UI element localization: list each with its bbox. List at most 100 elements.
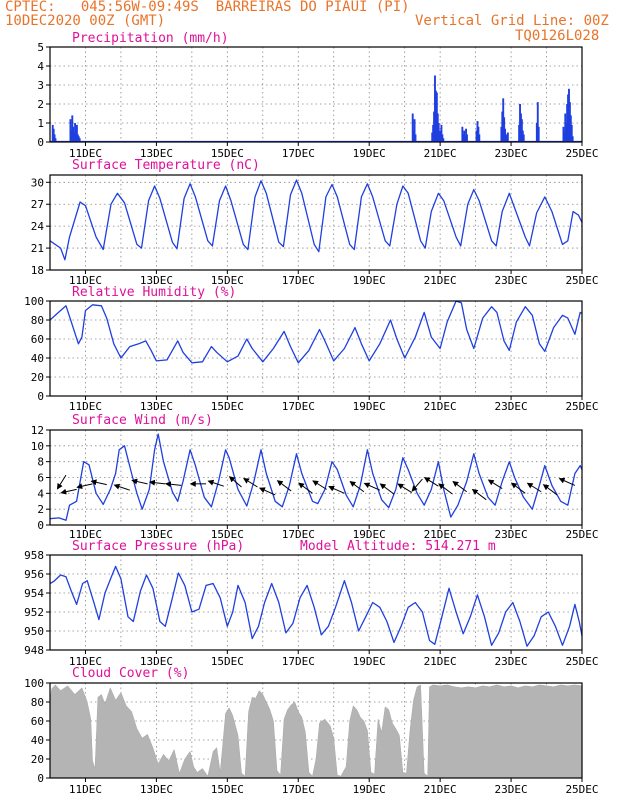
y-tick-label: 20 — [31, 371, 44, 384]
y-tick-label: 6 — [37, 472, 44, 485]
wind-vector — [471, 488, 487, 501]
x-tick-label: 19DEC — [353, 400, 386, 413]
wind-vector — [526, 482, 542, 493]
wind-vector — [148, 479, 166, 486]
x-tick-label: 23DEC — [495, 274, 528, 287]
y-tick-label: 80 — [31, 314, 44, 327]
x-tick-label: 19DEC — [353, 655, 386, 668]
x-tick-label: 17DEC — [282, 274, 315, 287]
precip-bar — [478, 134, 481, 142]
precip-panel: 0 1 2 3 4 5 11DEC 13DEC 15DEC 17DEC 19DEC 21DEC 23DE… — [37, 31, 598, 160]
header-grid-note: Vertical Grid Line: 00Z — [415, 13, 609, 29]
y-tick-label: 18 — [31, 264, 44, 277]
x-tick-label: 13DEC — [140, 147, 173, 160]
cloud-title: Cloud Cover (%) — [72, 666, 189, 681]
x-tick-label: 21DEC — [424, 400, 457, 413]
y-tick-label: 30 — [31, 176, 44, 189]
precip-bar — [522, 134, 525, 142]
x-tick-label: 23DEC — [495, 783, 528, 796]
y-tick-label: 0 — [37, 772, 44, 785]
y-tick-label: 1 — [37, 117, 44, 130]
panel-frame — [49, 300, 583, 397]
rh-title: Relative Humidity (%) — [72, 285, 236, 300]
y-tick-label: 60 — [31, 333, 44, 346]
x-tick-label: 25DEC — [565, 783, 598, 796]
wind-title: Surface Wind (m/s) — [72, 413, 213, 428]
y-tick-label: 80 — [31, 696, 44, 709]
x-tick-label: 11DEC — [69, 274, 102, 287]
header-run-time: 10DEC2020 00Z (GMT) — [5, 13, 166, 29]
header-model: TQ0126L028 — [515, 28, 600, 44]
precip-bar — [442, 138, 445, 142]
wind-vector — [60, 488, 77, 495]
precip-bar — [506, 132, 509, 142]
y-tick-label: 2 — [37, 503, 44, 516]
wind-vector — [452, 480, 468, 493]
x-tick-label: 23DEC — [495, 655, 528, 668]
precip-bar — [414, 134, 417, 142]
y-tick-label: 948 — [24, 644, 44, 657]
y-tick-label: 952 — [24, 606, 44, 619]
panel-frame — [49, 174, 583, 271]
cloud-panel: 0 20 40 60 80 100 11DEC 13DEC 15DEC 17DEC 19DEC 21D… — [24, 666, 598, 796]
temp-line — [49, 179, 583, 261]
wind-vector — [363, 482, 381, 491]
x-tick-label: 21DEC — [424, 274, 457, 287]
x-tick-label: 15DEC — [211, 147, 244, 160]
panel-frame — [49, 682, 583, 779]
x-tick-label: 13DEC — [140, 274, 173, 287]
y-tick-label: 4 — [37, 487, 44, 500]
temp-panel: 18 21 24 27 30 11DEC 13DEC 15DEC 17DEC 19DEC 21DEC… — [31, 158, 599, 287]
pressure-title: Surface Pressure (hPa) — [72, 539, 244, 554]
x-tick-label: 21DEC — [424, 528, 457, 541]
wind-vector — [558, 477, 576, 486]
rh-line — [49, 300, 583, 364]
panel-frame — [49, 554, 583, 651]
x-tick-label: 21DEC — [424, 783, 457, 796]
x-tick-label: 15DEC — [211, 655, 244, 668]
y-tick-label: 0 — [37, 136, 44, 149]
y-tick-label: 100 — [24, 677, 44, 690]
x-tick-label: 11DEC — [69, 147, 102, 160]
header-station: CPTEC: 045:56W-09:49S BARREIRAS DO PIAUI… — [5, 0, 410, 15]
x-tick-label: 13DEC — [140, 655, 173, 668]
y-tick-label: 24 — [31, 220, 45, 233]
y-tick-label: 954 — [24, 587, 44, 600]
y-tick-label: 20 — [31, 753, 44, 766]
precip-bar — [78, 138, 81, 142]
precip-bar — [54, 138, 57, 142]
wind-vector — [349, 480, 365, 493]
x-tick-label: 23DEC — [495, 147, 528, 160]
temp-title: Surface Temperature (nC) — [72, 158, 260, 173]
wind-vector — [276, 480, 292, 492]
precip-bar — [537, 126, 540, 142]
precip-title: Precipitation (mm/h) — [72, 31, 229, 46]
wind-vector — [379, 483, 395, 495]
wind-vector — [328, 485, 345, 494]
x-tick-label: 25DEC — [565, 528, 598, 541]
y-tick-label: 12 — [31, 424, 44, 437]
x-tick-label: 17DEC — [282, 528, 315, 541]
y-tick-label: 8 — [37, 456, 44, 469]
precip-bar — [75, 124, 78, 142]
x-tick-label: 13DEC — [140, 783, 173, 796]
wind-vector — [243, 477, 258, 488]
x-tick-label: 11DEC — [69, 655, 102, 668]
x-tick-label: 17DEC — [282, 400, 315, 413]
precip-bar — [440, 124, 443, 142]
wind-vector — [438, 483, 453, 495]
x-tick-label: 19DEC — [353, 783, 386, 796]
wind-vector — [90, 479, 107, 486]
x-tick-label: 23DEC — [495, 528, 528, 541]
wind-vector — [113, 483, 130, 491]
x-tick-label: 13DEC — [140, 528, 173, 541]
x-tick-label: 25DEC — [565, 147, 598, 160]
y-tick-label: 40 — [31, 352, 44, 365]
y-tick-label: 60 — [31, 715, 44, 728]
y-tick-label: 5 — [37, 41, 44, 54]
x-tick-label: 13DEC — [140, 400, 173, 413]
pressure-panel: 948 950 952 954 956 958 11DEC 13DEC 15DEC 17DEC 19… — [24, 539, 598, 668]
x-tick-label: 23DEC — [495, 400, 528, 413]
wind-vector — [542, 484, 558, 496]
